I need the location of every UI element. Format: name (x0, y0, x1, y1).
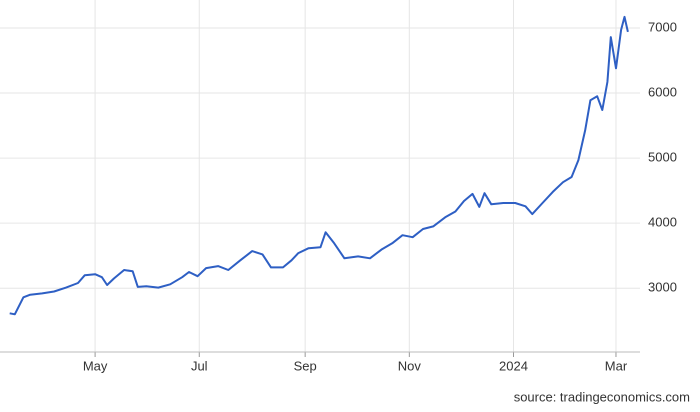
x-tick-label: Mar (605, 358, 628, 373)
x-tick-label: Jul (191, 358, 208, 373)
source-note: source: tradingeconomics.com (514, 389, 690, 404)
x-tick-label: Sep (294, 358, 317, 373)
y-tick-label: 3000 (648, 280, 677, 295)
price-line (9, 15, 629, 316)
y-tick-label: 4000 (648, 215, 677, 230)
y-tick-label: 7000 (648, 19, 677, 34)
x-tick-label: Nov (398, 358, 422, 373)
x-tick-label: 2024 (499, 358, 528, 373)
y-tick-label: 5000 (648, 150, 677, 165)
y-tick-label: 6000 (648, 84, 677, 99)
x-tick-label: May (83, 358, 108, 373)
